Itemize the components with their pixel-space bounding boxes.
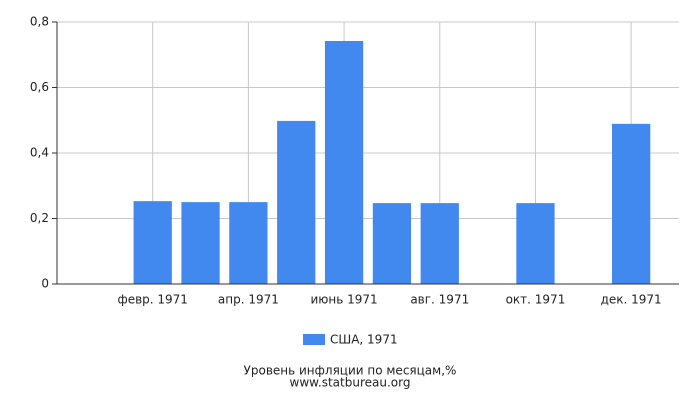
y-tick-label: 0,6: [30, 80, 49, 94]
source: www.statbureau.org: [290, 376, 411, 390]
bar: [612, 123, 651, 284]
y-tick-label: 0: [41, 277, 49, 291]
x-tick-label: дек. 1971: [601, 293, 662, 307]
y-tick-label: 0,8: [30, 15, 49, 29]
bar: [372, 203, 412, 284]
bar: [229, 202, 268, 284]
x-tick-label: февр. 1971: [117, 293, 188, 307]
bar: [324, 40, 364, 285]
x-axis-title: Уровень инфляции по месяцам,%: [244, 364, 457, 378]
legend-swatch: [303, 334, 325, 345]
legend-label: США, 1971: [330, 333, 398, 347]
x-tick-label: апр. 1971: [218, 293, 279, 307]
bar: [420, 203, 459, 284]
y-tick-label: 0,2: [30, 211, 49, 225]
bar: [516, 203, 555, 284]
x-tick-label: окт. 1971: [506, 293, 566, 307]
x-tick-label: июнь 1971: [310, 293, 377, 307]
x-tick-label: авг. 1971: [410, 293, 469, 307]
bar: [181, 202, 220, 284]
y-tick-label: 0,4: [30, 146, 49, 160]
bar: [133, 201, 172, 284]
bar: [277, 120, 316, 284]
